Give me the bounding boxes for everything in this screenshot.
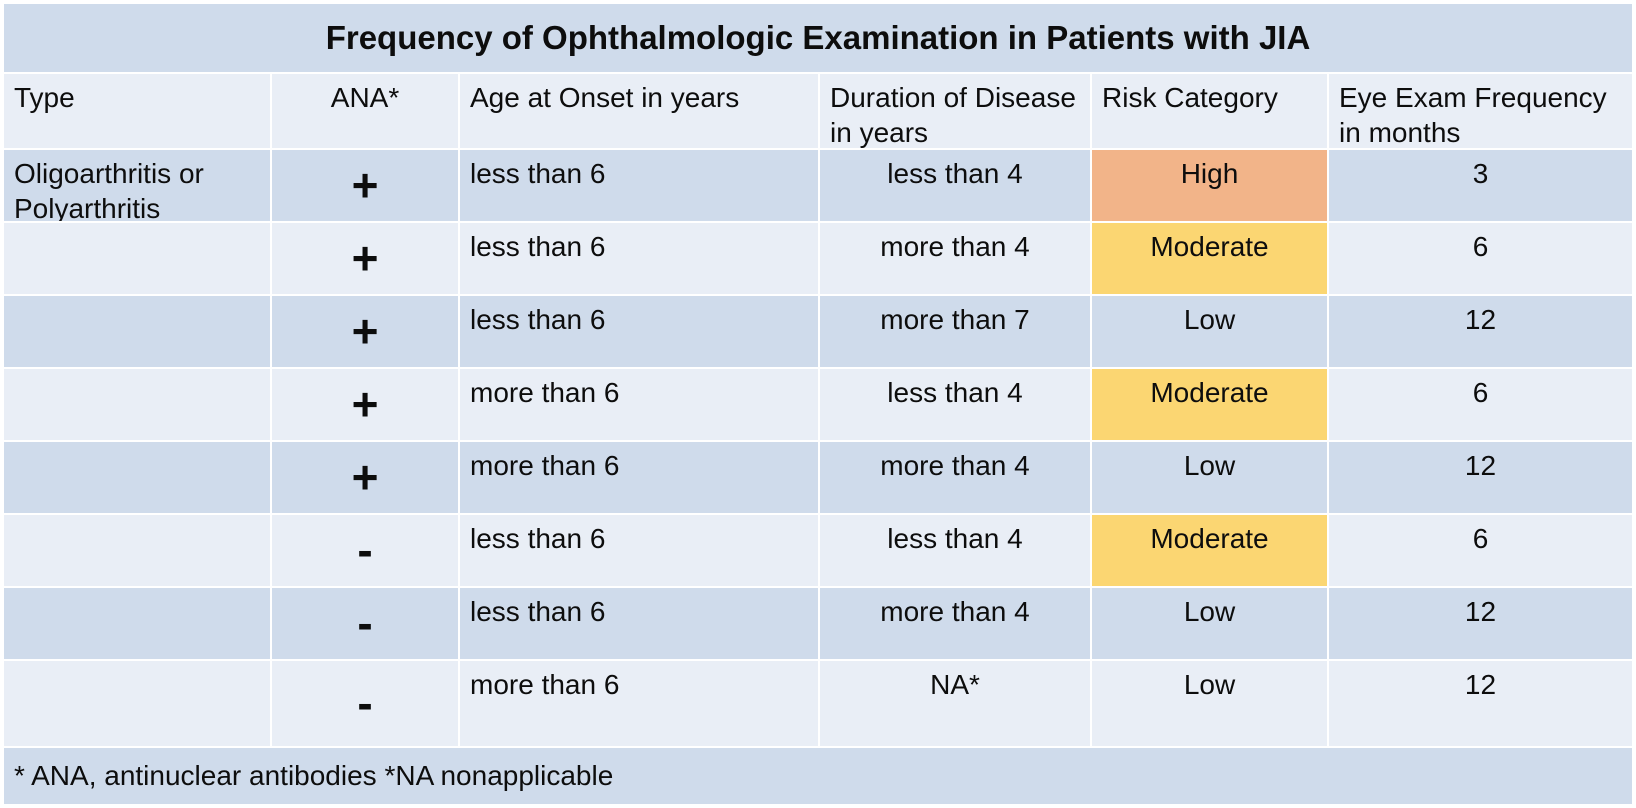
cell-duration: more than 4 bbox=[820, 588, 1092, 661]
cell-age: less than 6 bbox=[460, 296, 820, 369]
cell-age: more than 6 bbox=[460, 442, 820, 515]
cell-frequency: 3 bbox=[1329, 150, 1632, 223]
cell-age: more than 6 bbox=[460, 369, 820, 442]
cell-duration: more than 7 bbox=[820, 296, 1092, 369]
cell-ana: + bbox=[272, 150, 460, 223]
cell-risk-moderate-badge: Moderate bbox=[1092, 369, 1329, 442]
cell-duration: NA* bbox=[820, 661, 1092, 748]
column-header-eye-exam-frequency: Eye Exam Frequency in months bbox=[1329, 74, 1632, 150]
cell-risk: Low bbox=[1092, 442, 1329, 515]
cell-duration: less than 4 bbox=[820, 515, 1092, 588]
cell-frequency: 12 bbox=[1329, 661, 1632, 748]
cell-age: less than 6 bbox=[460, 515, 820, 588]
cell-frequency: 12 bbox=[1329, 442, 1632, 515]
column-header-type: Type bbox=[4, 74, 272, 150]
cell-risk: Low bbox=[1092, 296, 1329, 369]
cell-ana: + bbox=[272, 442, 460, 515]
cell-age: less than 6 bbox=[460, 223, 820, 296]
cell-ana: - bbox=[272, 588, 460, 661]
cell-age: more than 6 bbox=[460, 661, 820, 748]
cell-type bbox=[4, 442, 272, 515]
cell-risk: Low bbox=[1092, 588, 1329, 661]
cell-ana: + bbox=[272, 369, 460, 442]
cell-frequency: 6 bbox=[1329, 515, 1632, 588]
cell-frequency: 6 bbox=[1329, 223, 1632, 296]
cell-ana: - bbox=[272, 515, 460, 588]
cell-risk-moderate-badge: Moderate bbox=[1092, 223, 1329, 296]
cell-risk-moderate-badge: Moderate bbox=[1092, 515, 1329, 588]
cell-duration: less than 4 bbox=[820, 150, 1092, 223]
cell-ana: - bbox=[272, 661, 460, 748]
cell-risk-high-badge: High bbox=[1092, 150, 1329, 223]
cell-type bbox=[4, 296, 272, 369]
cell-duration: more than 4 bbox=[820, 442, 1092, 515]
column-header-risk-category: Risk Category bbox=[1092, 74, 1329, 150]
cell-type bbox=[4, 223, 272, 296]
cell-duration: more than 4 bbox=[820, 223, 1092, 296]
cell-frequency: 12 bbox=[1329, 588, 1632, 661]
cell-frequency: 6 bbox=[1329, 369, 1632, 442]
column-header-duration: Duration of Disease in years bbox=[820, 74, 1092, 150]
cell-ana: + bbox=[272, 296, 460, 369]
cell-age: less than 6 bbox=[460, 588, 820, 661]
table-title: Frequency of Ophthalmologic Examination … bbox=[4, 4, 1632, 74]
column-header-ana: ANA* bbox=[272, 74, 460, 150]
column-header-age-at-onset: Age at Onset in years bbox=[460, 74, 820, 150]
table-footnote: * ANA, antinuclear antibodies *NA nonapp… bbox=[4, 748, 1632, 804]
cell-duration: less than 4 bbox=[820, 369, 1092, 442]
cell-type bbox=[4, 661, 272, 748]
cell-type bbox=[4, 515, 272, 588]
cell-ana: + bbox=[272, 223, 460, 296]
cell-type: Oligoarthritis or Polyarthritis bbox=[4, 150, 272, 223]
cell-age: less than 6 bbox=[460, 150, 820, 223]
cell-risk: Low bbox=[1092, 661, 1329, 748]
cell-type bbox=[4, 369, 272, 442]
cell-type bbox=[4, 588, 272, 661]
cell-frequency: 12 bbox=[1329, 296, 1632, 369]
